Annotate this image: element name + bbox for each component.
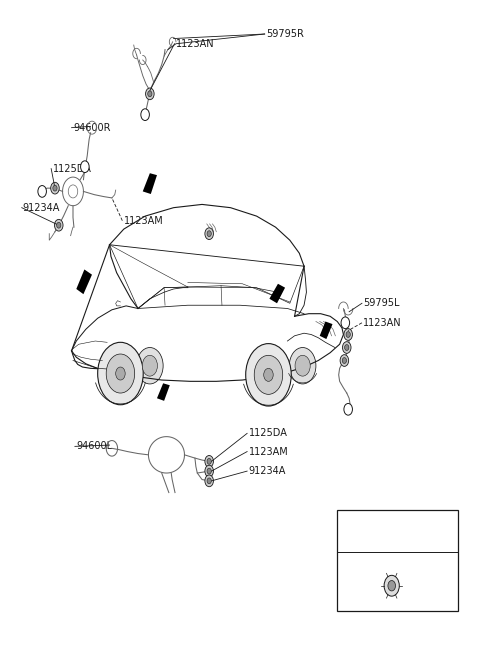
Text: 1123AN: 1123AN	[176, 39, 215, 49]
Circle shape	[346, 331, 350, 337]
Circle shape	[344, 403, 352, 415]
Text: 1123AM: 1123AM	[249, 447, 288, 457]
Text: 94600L: 94600L	[76, 441, 112, 451]
Circle shape	[207, 231, 211, 237]
Text: 59795R: 59795R	[266, 29, 304, 39]
Circle shape	[341, 317, 349, 329]
Polygon shape	[76, 270, 92, 294]
Circle shape	[62, 177, 84, 206]
Circle shape	[388, 581, 396, 591]
Circle shape	[53, 185, 57, 191]
Circle shape	[141, 109, 149, 121]
Polygon shape	[320, 321, 333, 339]
Circle shape	[264, 368, 273, 381]
Circle shape	[340, 355, 348, 367]
Text: 94600R: 94600R	[73, 123, 110, 133]
Circle shape	[254, 356, 283, 394]
Circle shape	[207, 468, 211, 474]
Circle shape	[205, 475, 214, 487]
Circle shape	[344, 329, 352, 340]
Polygon shape	[157, 383, 170, 401]
Circle shape	[51, 182, 59, 194]
Circle shape	[148, 91, 152, 97]
Bar	[337, 510, 458, 611]
Circle shape	[205, 455, 214, 467]
Text: 1123AM: 1123AM	[124, 216, 164, 226]
Circle shape	[38, 186, 47, 197]
Text: 1125DA: 1125DA	[249, 428, 288, 438]
Polygon shape	[269, 284, 285, 303]
Polygon shape	[143, 173, 157, 194]
Circle shape	[106, 354, 135, 393]
Circle shape	[145, 88, 154, 100]
Circle shape	[97, 342, 143, 405]
Circle shape	[342, 342, 351, 354]
Circle shape	[207, 478, 211, 483]
Circle shape	[81, 161, 89, 173]
Circle shape	[205, 465, 214, 477]
Text: 91234A: 91234A	[249, 466, 286, 476]
Circle shape	[142, 356, 157, 376]
Circle shape	[289, 348, 316, 384]
Text: 1125DA: 1125DA	[53, 163, 92, 174]
Text: 59795L: 59795L	[363, 298, 400, 308]
Circle shape	[55, 219, 63, 231]
Circle shape	[116, 367, 125, 380]
Circle shape	[57, 222, 61, 228]
Text: 91234A: 91234A	[23, 203, 60, 213]
Circle shape	[205, 228, 214, 239]
Circle shape	[342, 358, 347, 363]
Circle shape	[246, 344, 291, 406]
Circle shape	[207, 459, 211, 464]
Circle shape	[295, 356, 310, 376]
Circle shape	[137, 348, 163, 384]
Circle shape	[384, 575, 399, 596]
Text: 1338BB: 1338BB	[361, 552, 404, 562]
Text: 1123AN: 1123AN	[363, 318, 402, 328]
Circle shape	[345, 344, 349, 350]
